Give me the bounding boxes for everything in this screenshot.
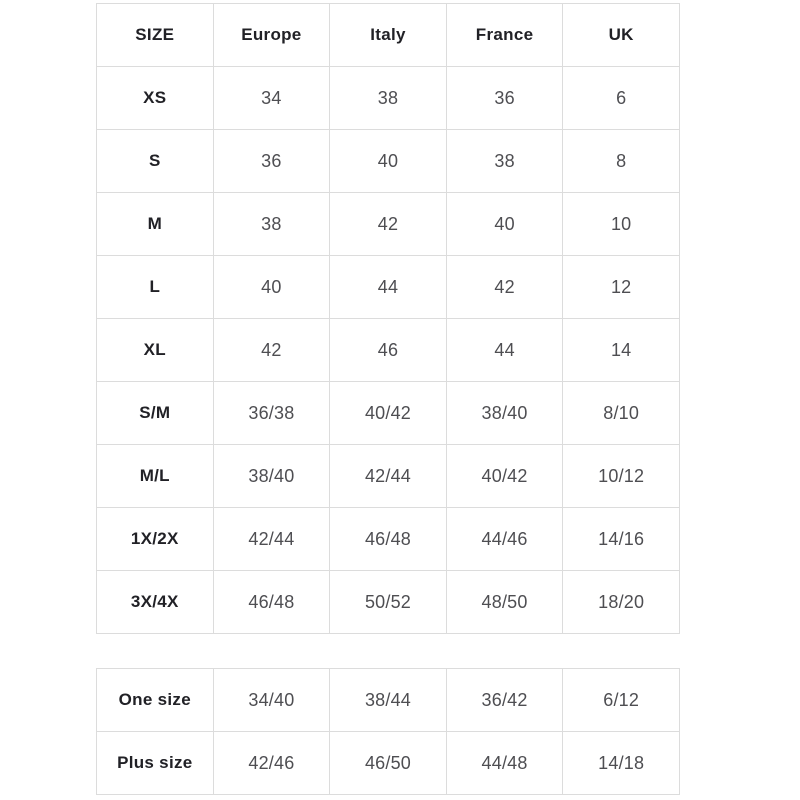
value-cell: 42 (212, 318, 331, 382)
value-cell: 46 (329, 318, 447, 382)
value-cell: 36 (445, 66, 564, 130)
value-cell: 42/44 (212, 507, 331, 571)
value-cell: 18/20 (562, 570, 680, 634)
size-label-cell: S/M (96, 381, 214, 445)
value-cell: 12 (562, 255, 680, 319)
header-cell-france: France (445, 3, 564, 67)
value-cell: 44/46 (445, 507, 564, 571)
header-row: SIZE Europe Italy France UK (96, 3, 680, 67)
value-cell: 44 (445, 318, 564, 382)
value-cell: 40 (212, 255, 331, 319)
table-row-xl: XL 42 46 44 14 (96, 318, 680, 382)
special-sizes-table: One size 34/40 38/44 36/42 6/12 Plus siz… (96, 668, 680, 795)
value-cell: 8/10 (562, 381, 680, 445)
value-cell: 48/50 (445, 570, 564, 634)
value-cell: 6 (562, 66, 680, 130)
table-row-1x2x: 1X/2X 42/44 46/48 44/46 14/16 (96, 507, 680, 571)
table-row-ml: M/L 38/40 42/44 40/42 10/12 (96, 444, 680, 508)
header-cell-uk: UK (562, 3, 680, 67)
value-cell: 46/48 (212, 570, 331, 634)
table-row-one-size: One size 34/40 38/44 36/42 6/12 (96, 668, 680, 732)
table-row-plus-size: Plus size 42/46 46/50 44/48 14/18 (96, 731, 680, 795)
value-cell: 14/18 (562, 731, 680, 795)
table-row-sm: S/M 36/38 40/42 38/40 8/10 (96, 381, 680, 445)
value-cell: 36/42 (445, 668, 564, 732)
value-cell: 42/46 (212, 731, 331, 795)
size-label-cell: XS (96, 66, 214, 130)
table-row-3x4x: 3X/4X 46/48 50/52 48/50 18/20 (96, 570, 680, 634)
value-cell: 34 (212, 66, 331, 130)
size-label-cell: XL (96, 318, 214, 382)
value-cell: 40 (329, 129, 447, 193)
table-row-s: S 36 40 38 8 (96, 129, 680, 193)
value-cell: 38/40 (212, 444, 331, 508)
header-cell-europe: Europe (212, 3, 331, 67)
value-cell: 38/44 (329, 668, 447, 732)
value-cell: 10 (562, 192, 680, 256)
table-row-m: M 38 42 40 10 (96, 192, 680, 256)
size-label-cell: One size (96, 668, 214, 732)
value-cell: 14/16 (562, 507, 680, 571)
value-cell: 36 (212, 129, 331, 193)
value-cell: 42/44 (329, 444, 447, 508)
value-cell: 44 (329, 255, 447, 319)
table-row-l: L 40 44 42 12 (96, 255, 680, 319)
header-cell-size: SIZE (96, 3, 214, 67)
value-cell: 50/52 (329, 570, 447, 634)
table-row-xs: XS 34 38 36 6 (96, 66, 680, 130)
value-cell: 42 (445, 255, 564, 319)
value-cell: 46/48 (329, 507, 447, 571)
value-cell: 40 (445, 192, 564, 256)
value-cell: 36/38 (212, 381, 331, 445)
size-label-cell: 1X/2X (96, 507, 214, 571)
value-cell: 10/12 (562, 444, 680, 508)
value-cell: 40/42 (329, 381, 447, 445)
value-cell: 42 (329, 192, 447, 256)
value-cell: 46/50 (329, 731, 447, 795)
header-cell-italy: Italy (329, 3, 447, 67)
value-cell: 38/40 (445, 381, 564, 445)
size-label-cell: M (96, 192, 214, 256)
size-label-cell: S (96, 129, 214, 193)
value-cell: 38 (329, 66, 447, 130)
value-cell: 6/12 (562, 668, 680, 732)
size-conversion-table: SIZE Europe Italy France UK XS 34 38 36 … (96, 3, 680, 634)
value-cell: 34/40 (212, 668, 331, 732)
size-label-cell: Plus size (96, 731, 214, 795)
size-label-cell: L (96, 255, 214, 319)
value-cell: 8 (562, 129, 680, 193)
value-cell: 44/48 (445, 731, 564, 795)
value-cell: 14 (562, 318, 680, 382)
value-cell: 40/42 (445, 444, 564, 508)
size-label-cell: M/L (96, 444, 214, 508)
value-cell: 38 (212, 192, 331, 256)
value-cell: 38 (445, 129, 564, 193)
size-label-cell: 3X/4X (96, 570, 214, 634)
